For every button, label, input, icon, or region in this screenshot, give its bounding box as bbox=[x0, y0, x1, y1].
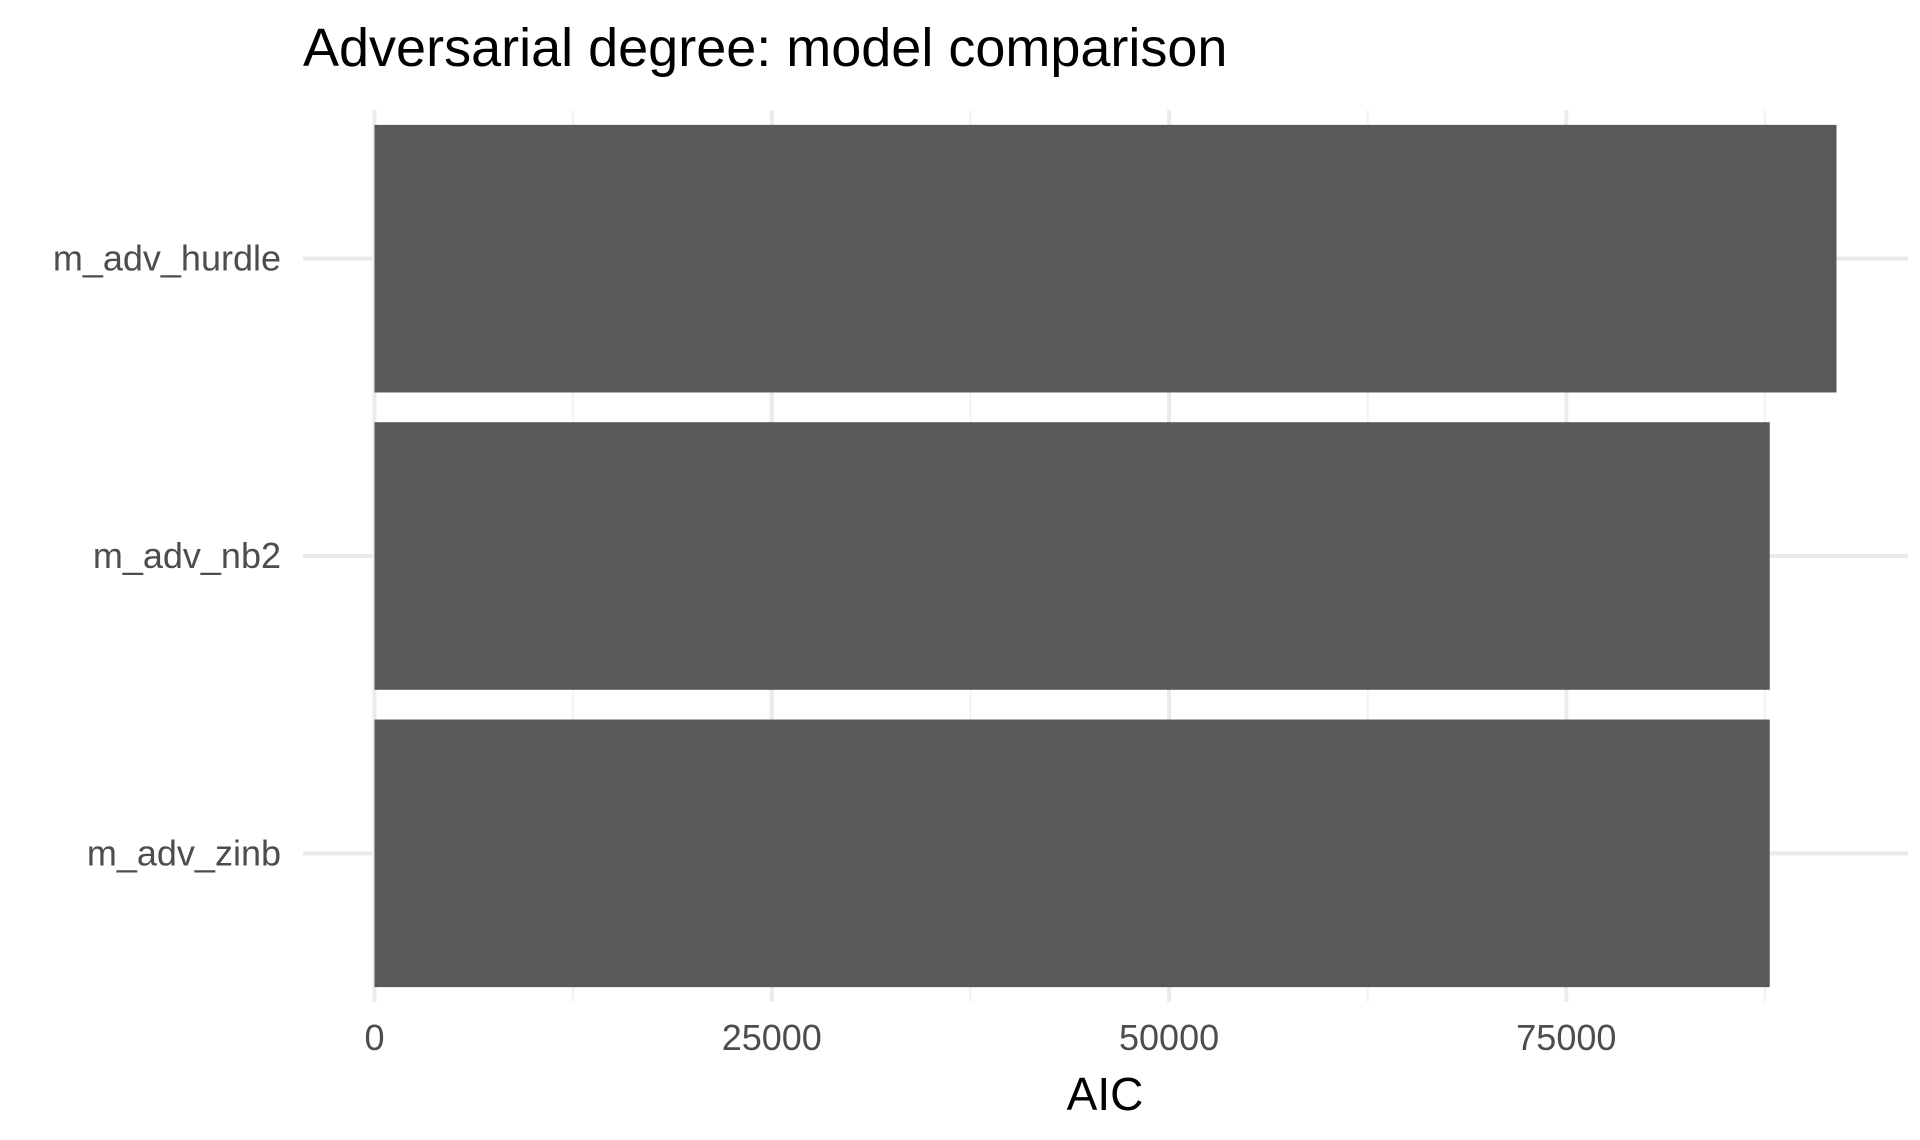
y-tick-label: m_adv_nb2 bbox=[93, 535, 281, 576]
y-tick-label: m_adv_zinb bbox=[87, 832, 281, 873]
x-axis-ticks: 0 25000 50000 75000 bbox=[364, 1017, 1616, 1058]
bars bbox=[374, 124, 1837, 988]
x-tick-label: 25000 bbox=[722, 1017, 822, 1058]
x-axis-title: AIC bbox=[1067, 1068, 1144, 1120]
y-axis-ticks: m_adv_hurdle m_adv_nb2 m_adv_zinb bbox=[53, 238, 281, 874]
x-tick-label: 50000 bbox=[1119, 1017, 1219, 1058]
x-tick-label: 0 bbox=[364, 1017, 384, 1058]
bar-m-adv-nb2 bbox=[374, 422, 1770, 690]
bar-m-adv-hurdle bbox=[374, 124, 1837, 393]
chart-title: Adversarial degree: model comparison bbox=[303, 18, 1227, 78]
y-tick-label: m_adv_hurdle bbox=[53, 238, 281, 279]
x-tick-label: 75000 bbox=[1516, 1017, 1616, 1058]
bar-m-adv-zinb bbox=[374, 719, 1770, 988]
